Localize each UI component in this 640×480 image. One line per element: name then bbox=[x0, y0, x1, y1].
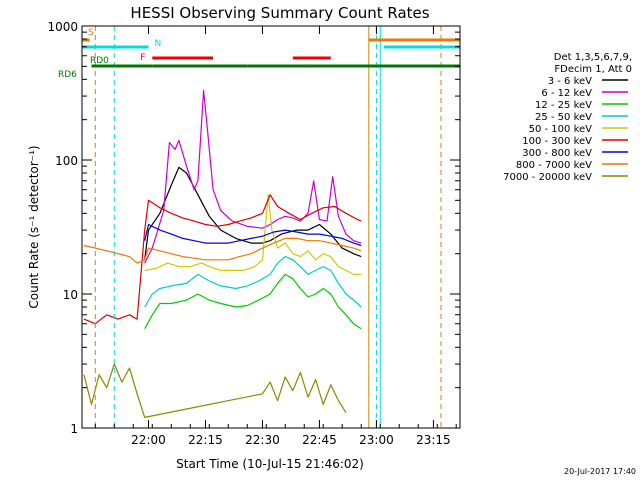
y-axis-label: Count Rate (s⁻¹ detector⁻¹) bbox=[27, 145, 41, 308]
y-tick-label: 1000 bbox=[47, 20, 78, 34]
legend-label: 50 - 100 keV bbox=[529, 124, 593, 135]
flag-label-0: S bbox=[88, 28, 94, 38]
series-line-8 bbox=[83, 363, 347, 418]
series-line-2 bbox=[144, 273, 362, 330]
x-axis: 22:00 22:15 22:30 22:45 23:00 23:15 bbox=[94, 26, 457, 447]
series-line-1 bbox=[144, 89, 362, 264]
legend-label: 7000 - 20000 keV bbox=[503, 172, 592, 183]
series-line-5 bbox=[83, 194, 362, 325]
legend-label: 12 - 25 keV bbox=[535, 100, 592, 111]
legend-header: Det 1,3,5,6,7,9, bbox=[554, 52, 632, 63]
legend-label: 25 - 50 keV bbox=[535, 112, 592, 123]
series-line-3 bbox=[144, 256, 362, 308]
timestamp: 20-Jul-2017 17:40 bbox=[564, 467, 636, 476]
y-tick-label: 1 bbox=[70, 422, 78, 436]
traces-group bbox=[83, 89, 362, 418]
rd6-label: RD6 bbox=[58, 70, 77, 80]
series-line-0 bbox=[144, 166, 362, 260]
series-line-4 bbox=[144, 194, 362, 275]
flag-label-3: RD0 bbox=[90, 56, 109, 66]
chart-title: HESSI Observing Summary Count Rates bbox=[130, 4, 429, 22]
legend-label: 3 - 6 keV bbox=[548, 76, 592, 87]
legend-label: 6 - 12 keV bbox=[541, 88, 592, 99]
x-tick-label: 22:30 bbox=[245, 433, 280, 447]
x-tick-label: 22:15 bbox=[188, 433, 223, 447]
x-axis-label: Start Time (10-Jul-15 21:46:02) bbox=[176, 457, 364, 471]
series-line-6 bbox=[144, 223, 362, 247]
legend-header: FDecim 1, Att 0 bbox=[554, 64, 632, 75]
y-tick-label: 10 bbox=[63, 288, 78, 302]
flag-label-1: N bbox=[154, 39, 161, 49]
legend-label: 800 - 7000 keV bbox=[516, 160, 592, 171]
legend-label: 100 - 300 keV bbox=[522, 136, 592, 147]
legend-label: 300 - 800 keV bbox=[522, 148, 592, 159]
series-line-7 bbox=[83, 237, 362, 264]
plot-frame bbox=[81, 25, 461, 429]
flags-group: S NF RD0 bbox=[82, 28, 460, 68]
y-tick-label: 100 bbox=[55, 154, 78, 168]
markers-group bbox=[94, 26, 442, 428]
legend: Det 1,3,5,6,7,9,FDecim 1, Att 03 - 6 keV… bbox=[503, 52, 632, 183]
x-tick-label: 22:45 bbox=[302, 433, 337, 447]
x-tick-label: 23:15 bbox=[416, 433, 451, 447]
flag-label-2: F bbox=[140, 53, 145, 63]
y-axis: 1 10 100 1000 bbox=[47, 20, 460, 436]
x-tick-label: 23:00 bbox=[359, 433, 394, 447]
x-tick-label: 22:00 bbox=[131, 433, 166, 447]
